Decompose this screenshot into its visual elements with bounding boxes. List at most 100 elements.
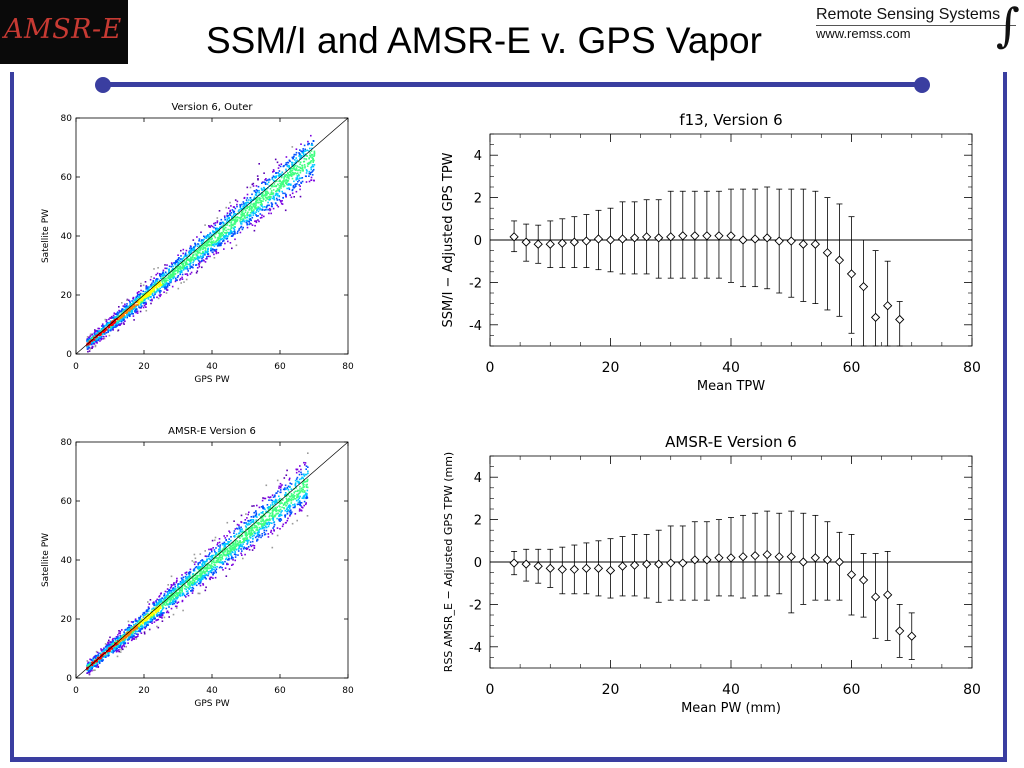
scatter-point: [293, 196, 295, 198]
scatter-point: [158, 288, 160, 291]
scatter-point: [229, 214, 232, 217]
scatter-point: [87, 343, 90, 346]
scatter-point: [189, 262, 192, 265]
scatter-point: [221, 237, 224, 240]
scatter-point: [227, 214, 230, 217]
scatter-point: [254, 220, 256, 222]
scatter-point: [139, 617, 141, 619]
scatter-point: [310, 179, 313, 181]
scatter-point: [131, 637, 133, 639]
scatter-point: [139, 295, 141, 297]
scatter-point: [156, 272, 159, 275]
scatter-point: [214, 551, 216, 553]
scatter-point: [210, 571, 213, 574]
scatter-point: [190, 249, 192, 251]
scatter-point: [138, 300, 141, 302]
scatter-point: [143, 624, 146, 626]
scatter-point: [211, 539, 214, 542]
scatter-point: [155, 279, 157, 281]
scatter-point: [274, 499, 277, 502]
scatter-point: [123, 633, 126, 635]
scatter-point: [199, 247, 202, 250]
scatter-point: [128, 636, 130, 639]
scatter-point: [204, 563, 206, 566]
scatter-point: [255, 197, 258, 200]
scatter-point: [260, 518, 263, 520]
scatter-point: [99, 334, 102, 336]
scatter-point: [109, 320, 112, 322]
scatter-point: [248, 207, 251, 209]
scatter-point: [159, 287, 161, 290]
scatter-point: [215, 571, 217, 574]
scatter-point: [263, 215, 265, 218]
scatter-point: [295, 179, 297, 181]
scatter-point: [299, 491, 301, 494]
scatter-point: [163, 291, 165, 293]
scatter-point: [196, 254, 198, 256]
scatter-point: [276, 188, 279, 190]
scatter-point: [202, 245, 204, 247]
scatter-point: [269, 506, 272, 508]
scatter-point: [209, 232, 212, 234]
scatter-point: [227, 232, 230, 234]
scatter-point: [151, 292, 153, 294]
scatter-point: [184, 254, 187, 256]
scatter-point: [227, 220, 230, 222]
scatter-point: [145, 622, 147, 625]
scatter-point: [124, 634, 126, 636]
scatter-point: [249, 186, 252, 189]
scatter-point: [203, 562, 206, 565]
scatter-point: [255, 522, 257, 524]
scatter-point: [221, 561, 224, 563]
scatter-point: [211, 248, 214, 250]
scatter-point: [186, 578, 188, 580]
scatter-point: [275, 192, 278, 195]
scatter-point: [149, 618, 152, 620]
scatter-point: [309, 160, 312, 163]
scatter-point: [296, 503, 299, 506]
slide-frame-bottom: [10, 757, 1007, 762]
scatter-point: [126, 315, 128, 317]
scatter-point: [162, 605, 164, 608]
scatter-point: [184, 252, 187, 254]
scatter-point: [249, 541, 252, 543]
scatter-point: [167, 611, 170, 614]
scatter-point: [230, 227, 232, 230]
scatter-point: [284, 484, 287, 487]
scatter-point: [310, 134, 312, 137]
scatter-point: [302, 488, 304, 491]
scatter-point: [163, 593, 166, 595]
scatter-point: [88, 338, 91, 341]
scatter-point: [161, 612, 164, 614]
scatter-point: [291, 146, 294, 148]
scatter-point: [218, 552, 220, 554]
scatter-point: [258, 163, 260, 165]
scatter-point: [237, 544, 239, 547]
scatter-point: [284, 209, 287, 212]
scatter-point: [182, 269, 185, 271]
scatter-point: [300, 502, 303, 504]
scatter-point: [253, 511, 255, 514]
scatter-point: [94, 669, 96, 671]
scatter-point: [309, 161, 312, 164]
rule-dot-left: [95, 77, 111, 93]
x-tick-label: 40: [206, 362, 218, 372]
scatter-point: [281, 510, 283, 512]
scatter-point: [220, 242, 223, 244]
scatter-point: [142, 296, 145, 298]
scatter-point: [284, 174, 286, 176]
scatter-point: [161, 286, 163, 288]
scatter-point: [121, 315, 124, 318]
scatter-point: [293, 173, 296, 175]
scatter-point: [261, 216, 263, 219]
scatter-point: [149, 289, 151, 292]
scatter-point: [305, 497, 307, 500]
scatter-point: [286, 176, 288, 179]
scatter-point: [93, 665, 95, 667]
scatter-point: [217, 238, 220, 241]
scatter-point: [249, 218, 252, 220]
scatter-point: [300, 181, 302, 184]
scatter-point: [274, 514, 277, 516]
scatter-point: [218, 240, 220, 243]
scatter-point: [311, 144, 314, 146]
